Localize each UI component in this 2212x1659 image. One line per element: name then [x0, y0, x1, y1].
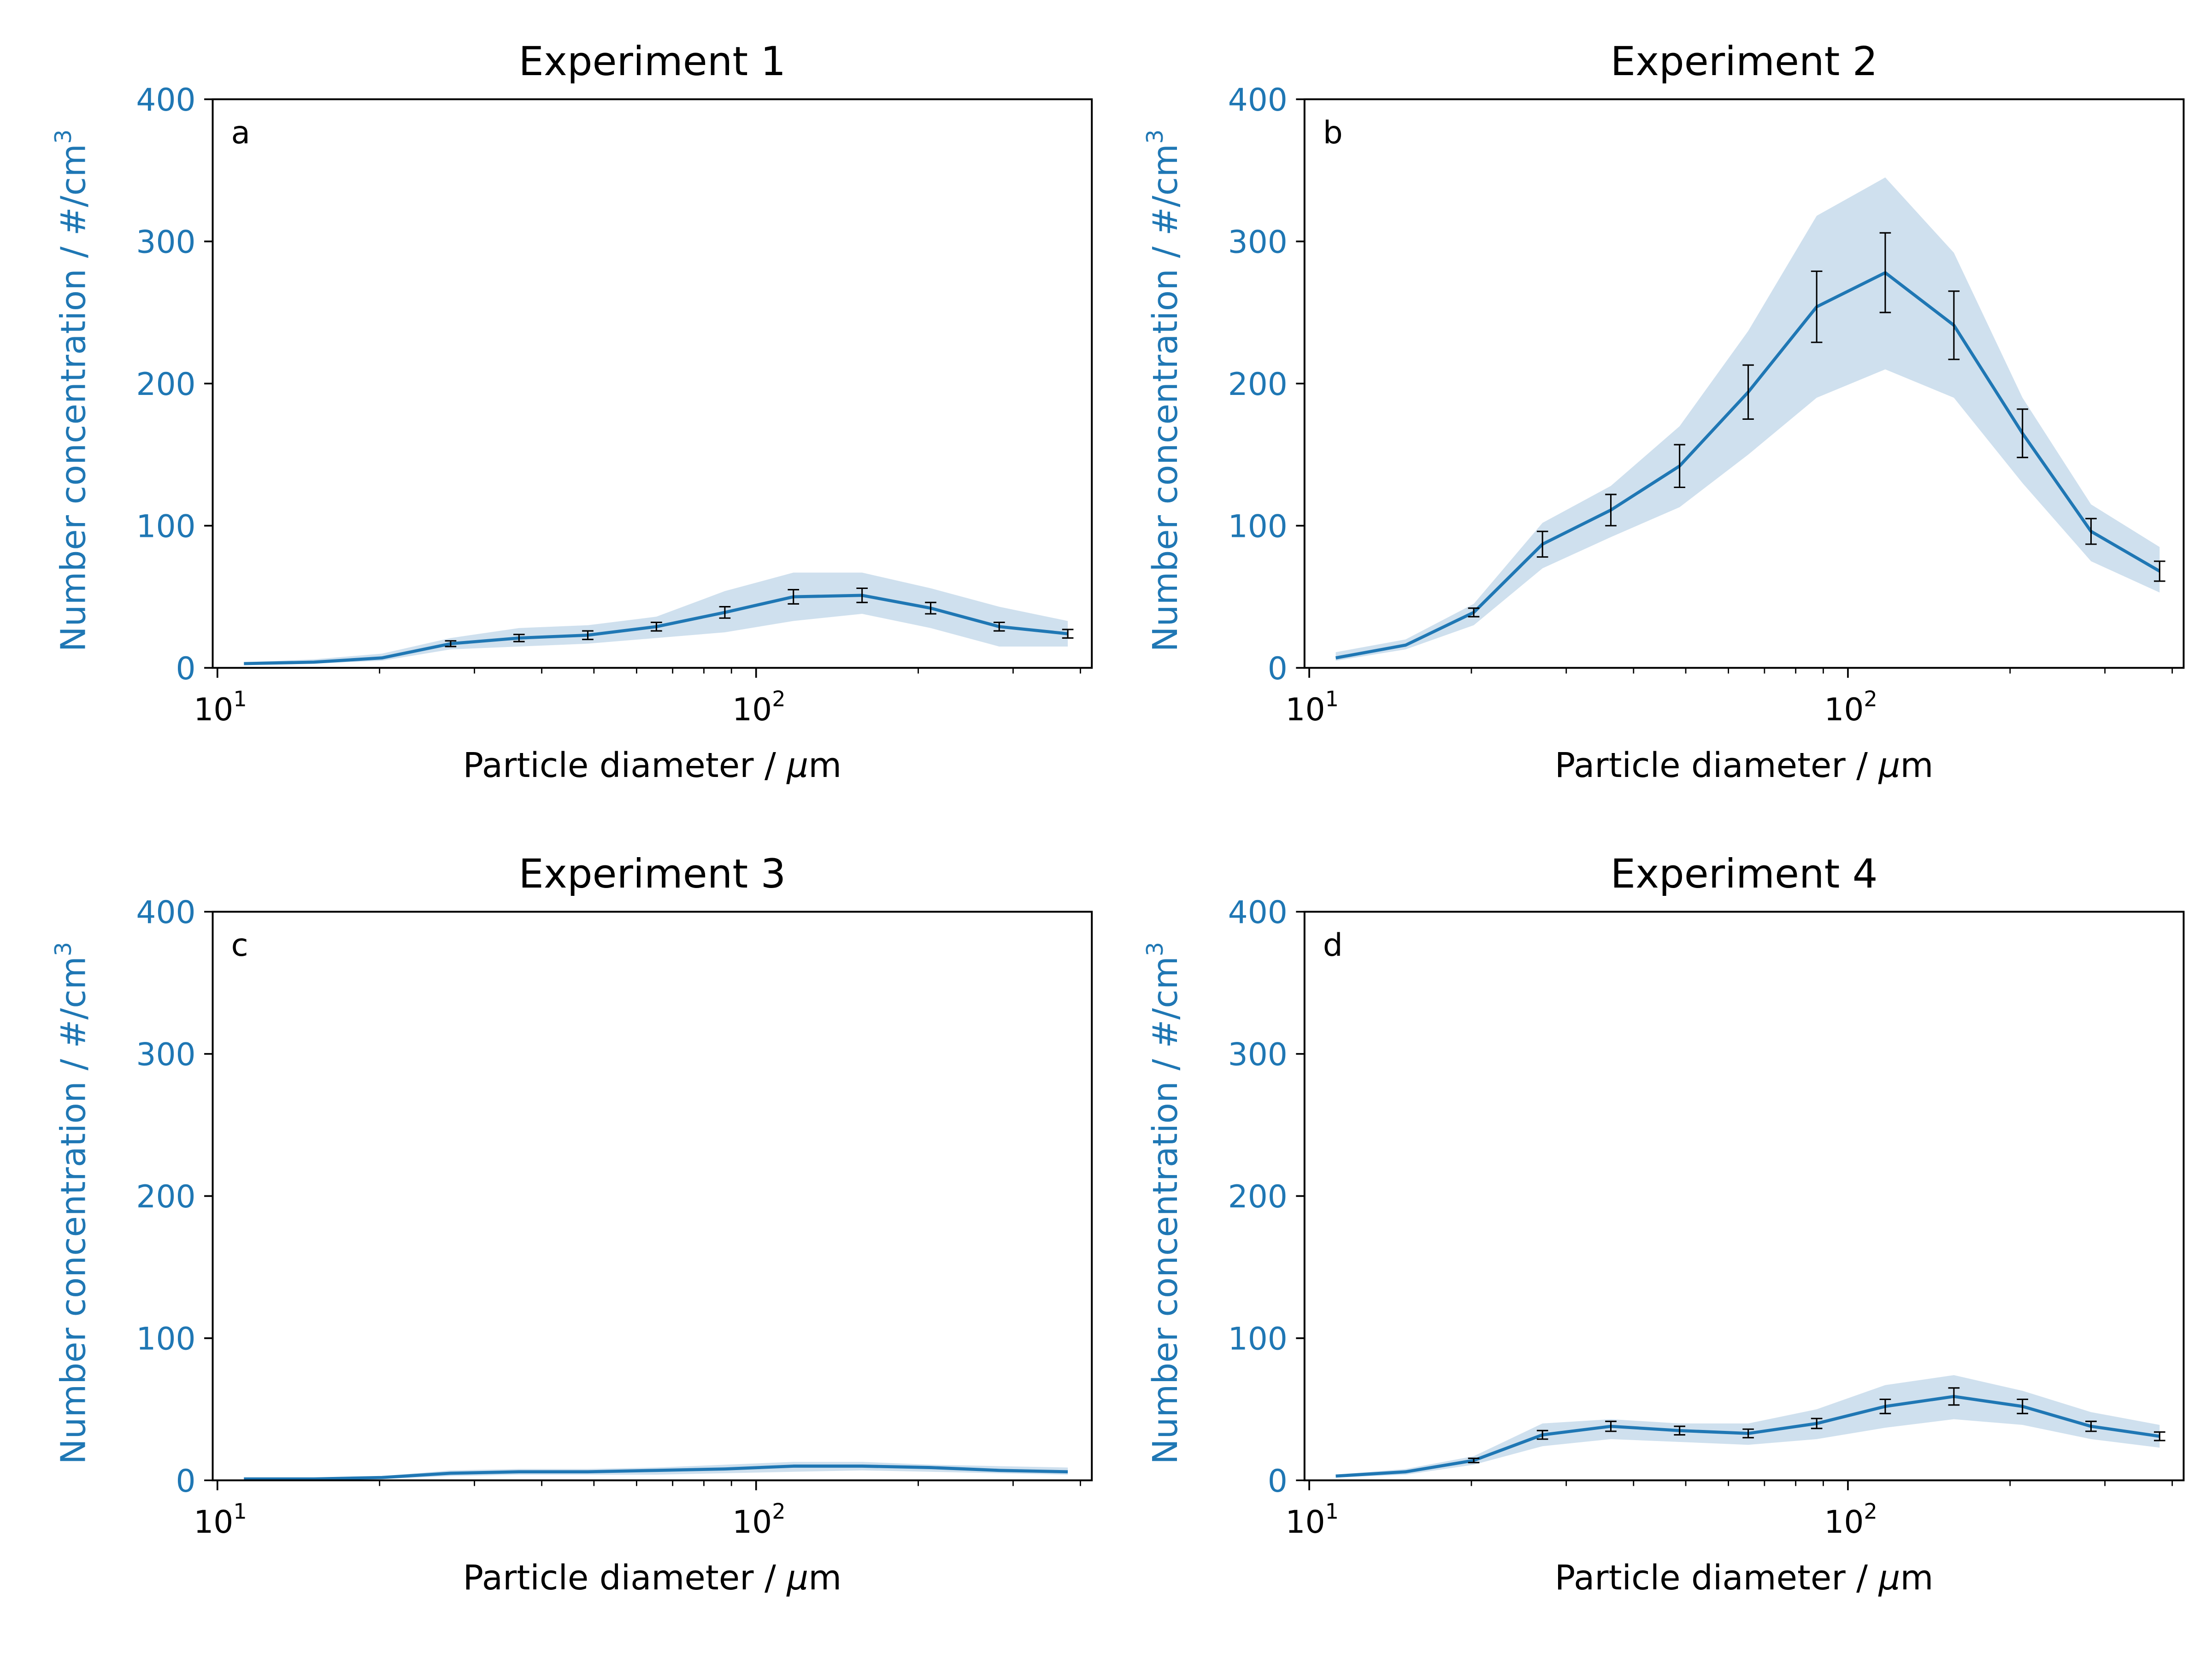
chart-title: Experiment 3 — [518, 851, 786, 897]
x-axis-label: Particle diameter / μm — [463, 1558, 842, 1598]
x-tick-exponent: 2 — [772, 686, 785, 711]
x-tick-base: 10 — [1824, 1504, 1864, 1540]
x-axis-label-text: Particle diameter / — [463, 746, 787, 785]
x-axis-label-text: Particle diameter / — [1555, 746, 1879, 785]
y-tick-label: 200 — [1228, 366, 1288, 402]
y-tick-label: 400 — [136, 82, 195, 118]
y-axis-label-text: Number concentration / #/cm — [1146, 956, 1185, 1464]
x-tick-exponent: 2 — [772, 1499, 785, 1524]
x-tick-exponent: 1 — [1325, 686, 1339, 711]
x-tick-exponent: 2 — [1864, 1499, 1877, 1524]
panel-label: c — [231, 927, 248, 963]
y-tick-label: 100 — [136, 508, 195, 544]
x-tick-exponent: 1 — [233, 1499, 247, 1524]
x-axis-label: Particle diameter / μm — [1555, 746, 1934, 785]
x-axis-label: Particle diameter / μm — [1555, 1558, 1934, 1598]
y-tick-label: 400 — [136, 894, 195, 930]
x-axis-label-unit: m — [808, 1558, 841, 1598]
x-axis-label: Particle diameter / μm — [463, 746, 842, 785]
y-tick-label: 100 — [136, 1320, 195, 1357]
y-tick-label: 300 — [1228, 1036, 1288, 1073]
x-tick-exponent: 1 — [1325, 1499, 1339, 1524]
x-tick-exponent: 2 — [1864, 686, 1877, 711]
y-axis-label: Number concentration / #/cm3 — [1141, 942, 1185, 1465]
x-axis-label-mu: μ — [1878, 746, 1900, 785]
y-tick-label: 0 — [176, 650, 196, 687]
y-tick-label: 300 — [136, 1036, 195, 1073]
x-axis-label-unit: m — [808, 746, 841, 785]
x-tick-base: 10 — [1824, 691, 1864, 728]
chart-title: Experiment 1 — [518, 39, 786, 85]
y-axis-label-exponent: 3 — [1141, 942, 1168, 956]
x-axis-label-mu: μ — [786, 1558, 808, 1598]
x-tick-base: 10 — [732, 691, 772, 728]
x-axis-label-mu: μ — [786, 746, 808, 785]
y-axis-label: Number concentration / #/cm3 — [50, 129, 94, 652]
panel-label: d — [1323, 927, 1343, 963]
x-axis-label-text: Particle diameter / — [463, 1558, 787, 1598]
y-tick-label: 300 — [136, 224, 195, 260]
y-axis-label: Number concentration / #/cm3 — [50, 942, 94, 1465]
y-tick-label: 200 — [1228, 1178, 1288, 1215]
y-tick-label: 0 — [1268, 1463, 1288, 1499]
x-tick-base: 10 — [194, 1504, 233, 1540]
panel-label: a — [231, 114, 250, 151]
y-axis-label-text: Number concentration / #/cm — [54, 144, 94, 652]
chart-title: Experiment 4 — [1611, 851, 1878, 897]
x-tick-base: 10 — [194, 691, 233, 728]
x-tick-base: 10 — [732, 1504, 772, 1540]
panel-label: b — [1323, 114, 1343, 151]
y-tick-label: 200 — [136, 366, 195, 402]
y-tick-label: 200 — [136, 1178, 195, 1215]
y-tick-label: 400 — [1228, 82, 1288, 118]
y-axis-label-exponent: 3 — [50, 129, 76, 144]
x-axis-label-mu: μ — [1878, 1558, 1900, 1598]
x-tick-base: 10 — [1285, 691, 1325, 728]
y-tick-label: 0 — [1268, 650, 1288, 687]
x-axis-label-text: Particle diameter / — [1555, 1558, 1879, 1598]
y-axis-label-text: Number concentration / #/cm — [54, 956, 94, 1464]
y-tick-label: 100 — [1228, 508, 1288, 544]
y-tick-label: 400 — [1228, 894, 1288, 930]
y-tick-label: 0 — [176, 1463, 196, 1499]
y-axis-label-exponent: 3 — [1141, 129, 1168, 144]
y-axis-label: Number concentration / #/cm3 — [1141, 129, 1185, 652]
x-tick-base: 10 — [1285, 1504, 1325, 1540]
x-tick-exponent: 1 — [233, 686, 247, 711]
x-axis-label-unit: m — [1900, 1558, 1934, 1598]
chart-title: Experiment 2 — [1611, 39, 1878, 85]
x-axis-label-unit: m — [1900, 746, 1934, 785]
y-tick-label: 300 — [1228, 224, 1288, 260]
y-tick-label: 100 — [1228, 1320, 1288, 1357]
y-axis-label-text: Number concentration / #/cm — [1146, 144, 1185, 652]
y-axis-label-exponent: 3 — [50, 942, 76, 956]
